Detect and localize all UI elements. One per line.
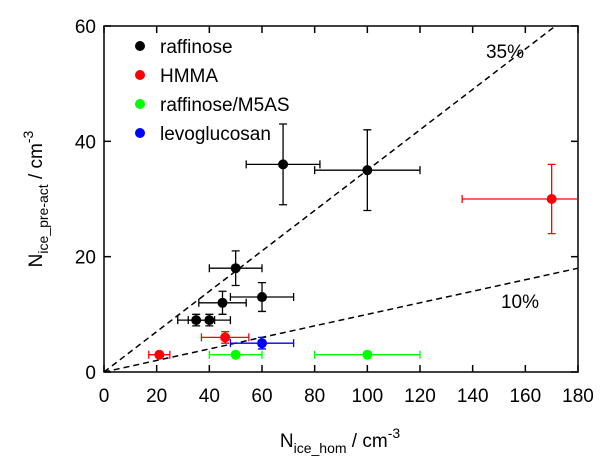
reference-label: 35% — [486, 42, 524, 63]
y-label-sub: ice_pre-act — [35, 184, 51, 253]
x-tick-label: 180 — [562, 386, 594, 407]
legend-marker — [135, 70, 145, 80]
legend-label: HMMA — [160, 66, 218, 87]
y-axis-label: Nice_pre-act / cm-3 — [20, 130, 51, 267]
y-tick-label: 40 — [75, 132, 96, 153]
x-label-sub: ice_hom — [294, 440, 347, 456]
x-tick-label: 120 — [404, 386, 436, 407]
y-tick-label: 20 — [75, 248, 96, 269]
point — [154, 349, 165, 360]
plot-area — [104, 26, 578, 372]
x-label-main: N — [280, 431, 294, 452]
y-label-main: N — [26, 254, 47, 268]
point — [546, 194, 557, 204]
x-tick-label: 80 — [304, 386, 325, 407]
x-tick-label: 0 — [99, 386, 110, 407]
y-label-sup: -3 — [20, 130, 36, 143]
point — [220, 332, 231, 343]
point — [257, 338, 267, 349]
point — [230, 349, 241, 360]
x-error-bar — [461, 195, 578, 203]
legend-marker — [135, 99, 145, 109]
point — [204, 315, 215, 326]
point — [257, 292, 267, 303]
x-tick-label: 160 — [509, 386, 541, 407]
x-tick-label: 60 — [251, 386, 272, 407]
point — [362, 165, 373, 176]
reference-line — [104, 26, 557, 372]
legend-label: raffinose/M5AS — [160, 95, 290, 116]
x-label-unit: / cm — [347, 431, 388, 452]
reference-label: 10% — [501, 292, 539, 313]
point — [217, 297, 228, 308]
x-tick-label: 140 — [457, 386, 489, 407]
x-axis-label: Nice_hom / cm-3 — [280, 425, 400, 456]
reference-line — [104, 267, 578, 372]
point — [278, 159, 289, 170]
y-label-unit: / cm — [26, 143, 47, 184]
point — [230, 263, 241, 274]
legend-label: raffinose — [160, 37, 233, 58]
y-tick-label: 0 — [85, 363, 96, 384]
x-label-sup: -3 — [388, 425, 401, 441]
legend-marker — [135, 41, 145, 51]
x-tick-label: 40 — [199, 386, 220, 407]
point — [362, 349, 373, 360]
x-tick-label: 20 — [146, 386, 167, 407]
legend-label: levoglucosan — [160, 124, 271, 145]
x-tick-label: 100 — [351, 386, 383, 407]
y-tick-label: 60 — [75, 17, 96, 38]
legend-marker — [135, 128, 145, 138]
